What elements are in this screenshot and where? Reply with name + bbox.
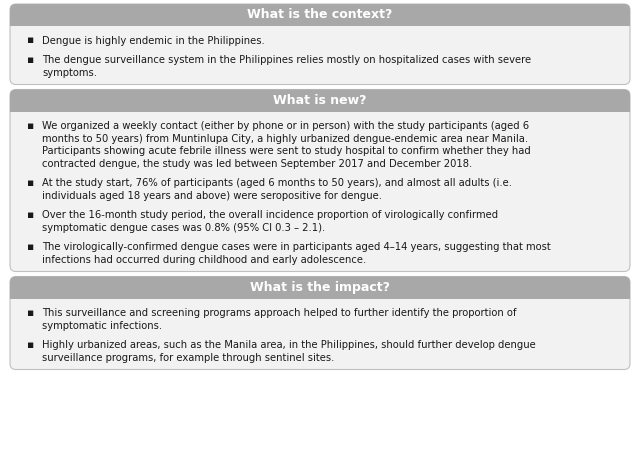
FancyBboxPatch shape [10,4,630,85]
Text: This surveillance and screening programs approach helped to further identify the: This surveillance and screening programs… [42,308,516,319]
Text: ▪: ▪ [26,242,34,252]
Bar [10,293,630,299]
FancyBboxPatch shape [10,276,630,299]
Text: symptomatic infections.: symptomatic infections. [42,321,162,331]
Text: ▪: ▪ [26,308,34,318]
Text: ▪: ▪ [26,178,34,188]
Text: ▪: ▪ [26,35,34,45]
Text: months to 50 years) from Muntinlupa City, a highly urbanized dengue-endemic area: months to 50 years) from Muntinlupa City… [42,134,528,144]
FancyBboxPatch shape [10,4,630,26]
Text: Highly urbanized areas, such as the Manila area, in the Philippines, should furt: Highly urbanized areas, such as the Mani… [42,340,536,350]
Text: We organized a weekly contact (either by phone or in person) with the study part: We organized a weekly contact (either by… [42,121,529,131]
Text: What is new?: What is new? [273,94,367,107]
FancyBboxPatch shape [10,89,630,112]
Text: Over the 16-month study period, the overall incidence proportion of virologicall: Over the 16-month study period, the over… [42,210,498,220]
Text: symptomatic dengue cases was 0.8% (95% CI 0.3 – 2.1).: symptomatic dengue cases was 0.8% (95% C… [42,223,325,233]
Text: Dengue is highly endemic in the Philippines.: Dengue is highly endemic in the Philippi… [42,36,265,46]
Bar [10,106,630,112]
Text: contracted dengue, the study was led between September 2017 and December 2018.: contracted dengue, the study was led bet… [42,159,472,169]
Text: The dengue surveillance system in the Philippines relies mostly on hospitalized : The dengue surveillance system in the Ph… [42,56,531,65]
Text: What is the impact?: What is the impact? [250,281,390,294]
Bar [10,20,630,26]
Text: surveillance programs, for example through sentinel sites.: surveillance programs, for example throu… [42,353,334,363]
Text: ▪: ▪ [26,340,34,350]
Text: symptoms.: symptoms. [42,68,97,78]
Text: Participants showing acute febrile illness were sent to study hospital to confir: Participants showing acute febrile illne… [42,146,531,156]
FancyBboxPatch shape [10,276,630,369]
Text: individuals aged 18 years and above) were seropositive for dengue.: individuals aged 18 years and above) wer… [42,191,382,201]
FancyBboxPatch shape [10,89,630,271]
Text: ▪: ▪ [26,55,34,65]
Text: At the study start, 76% of participants (aged 6 months to 50 years), and almost : At the study start, 76% of participants … [42,178,512,188]
Text: What is the context?: What is the context? [247,8,393,21]
Text: The virologically-confirmed dengue cases were in participants aged 4–14 years, s: The virologically-confirmed dengue cases… [42,242,551,252]
Text: infections had occurred during childhood and early adolescence.: infections had occurred during childhood… [42,255,366,265]
Text: ▪: ▪ [26,210,34,220]
Text: ▪: ▪ [26,121,34,131]
